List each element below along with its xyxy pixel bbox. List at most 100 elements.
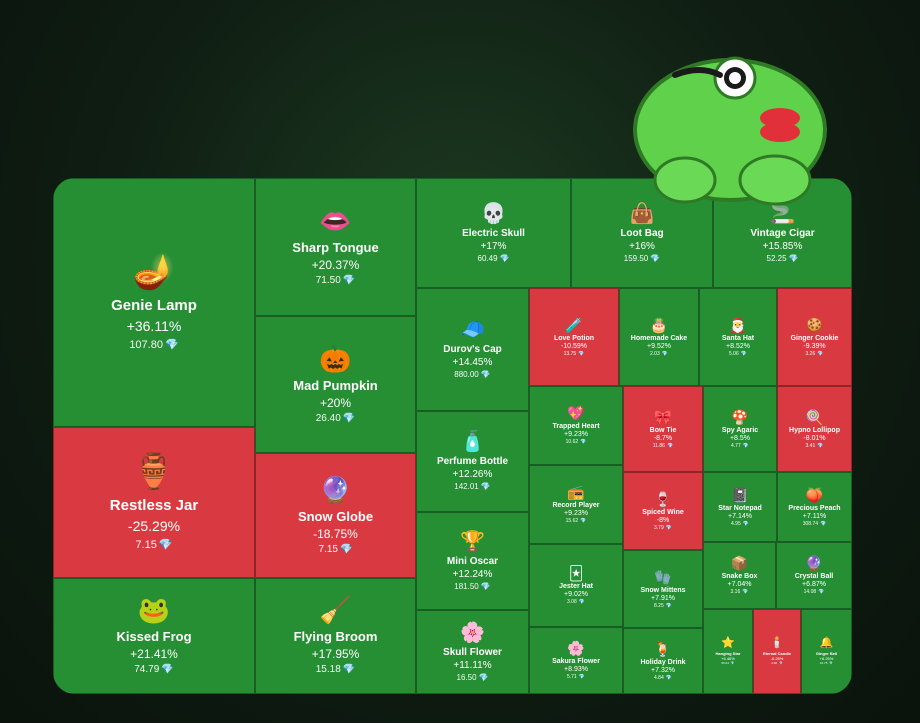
mini-oscar-icon: 🏆: [460, 530, 485, 553]
diamond-icon: 💎: [164, 338, 179, 351]
precious-peach-icon: 🍑: [805, 486, 824, 503]
tile-name: Skull Flower: [443, 646, 502, 658]
tile-ginger-bell[interactable]: 🔔 Ginger Bell +6.25% 16.75 💎: [801, 609, 852, 694]
tile-hypno-lollipop[interactable]: 🍭 Hypno Lollipop -8.01% 3.41 💎: [777, 386, 852, 472]
tile-price: 3.26 💎: [806, 351, 824, 357]
diamond-icon: 💎: [829, 661, 834, 665]
tile-price-value: 10.62: [565, 439, 579, 445]
tile-price: 2.03 💎: [650, 351, 668, 357]
diamond-icon: 💎: [578, 350, 585, 357]
snow-mittens-icon: 🧤: [654, 568, 672, 585]
hypno-lollipop-icon: 🍭: [805, 408, 824, 425]
electric-skull-icon: 💀: [481, 202, 506, 225]
tile-precious-peach[interactable]: 🍑 Precious Peach +7.11% 308.74 💎: [777, 472, 852, 542]
vintage-cigar-icon: 🚬: [770, 202, 795, 225]
tile-price: 7.15 💎: [319, 544, 353, 555]
tile-sharp-tongue[interactable]: 👄 Sharp Tongue +20.37% 71.50 💎: [255, 178, 416, 316]
tile-flying-broom[interactable]: 🧹 Flying Broom +17.95% 15.18 💎: [255, 578, 416, 694]
diamond-icon: 💎: [788, 253, 799, 263]
diamond-icon: 💎: [817, 350, 824, 357]
tile-snow-globe[interactable]: 🔮 Snow Globe -18.75% 7.15 💎: [255, 453, 416, 578]
mad-pumpkin-icon: 🎃: [319, 343, 352, 374]
tile-price: 3.41 💎: [806, 443, 824, 449]
tile-price-value: 3.26: [805, 350, 816, 357]
tile-change: +7.91%: [651, 594, 675, 602]
tile-change: -25.29%: [127, 517, 181, 534]
tile-durov-s-cap[interactable]: 🧢 Durov's Cap +14.45% 880.00 💎: [416, 288, 529, 411]
diamond-icon: 💎: [578, 674, 585, 680]
diamond-icon: 💎: [818, 589, 825, 595]
tile-restless-jar[interactable]: 🏺 Restless Jar -25.29% 7.15 💎: [53, 427, 255, 578]
ginger-bell-icon: 🔔: [819, 637, 834, 649]
tile-star-notepad[interactable]: 📓 Star Notepad +7.14% 4.95 💎: [703, 472, 777, 542]
tile-price: 16.75 💎: [820, 661, 833, 665]
tile-change: +9.23%: [564, 510, 588, 517]
tile-sakura-flower[interactable]: 🌸 Sakura Flower +8.93% 5.71 💎: [529, 627, 623, 694]
tile-name: Love Potion: [553, 334, 595, 342]
tile-perfume-bottle[interactable]: 🧴 Perfume Bottle +12.26% 142.01 💎: [416, 411, 529, 512]
tile-spy-agaric[interactable]: 🍄 Spy Agaric +8.5% 4.77 💎: [703, 386, 777, 472]
tile-price: 14.08 💎: [804, 589, 825, 595]
tile-price-value: 107.80: [129, 338, 163, 351]
tile-name: Restless Jar: [109, 496, 199, 514]
tile-bow-tie[interactable]: 🎀 Bow Tie -8.7% 11.86 💎: [623, 386, 703, 472]
tile-crystal-ball[interactable]: 🔮 Crystal Ball +6.87% 14.08 💎: [776, 542, 852, 609]
tile-price: 11.86 💎: [653, 443, 673, 449]
tile-price: 8.25 💎: [654, 603, 672, 609]
tile-price: 74.79 💎: [134, 664, 173, 675]
tile-change: -8%: [656, 516, 670, 524]
tile-snow-mittens[interactable]: 🧤 Snow Mittens +7.91% 8.25 💎: [623, 550, 703, 628]
tile-ginger-cookie[interactable]: 🍪 Ginger Cookie -9.39% 3.26 💎: [777, 288, 852, 386]
tile-name: Eternal Candle: [762, 651, 791, 656]
tile-price-value: 7.15: [135, 538, 157, 551]
tile-holiday-drink[interactable]: 🍹 Holiday Drink +7.32% 4.84 💎: [623, 628, 703, 694]
tile-snake-box[interactable]: 📦 Snake Box +7.04% 3.16 💎: [703, 542, 776, 609]
tile-homemade-cake[interactable]: 🎂 Homemade Cake +9.52% 2.03 💎: [619, 288, 699, 386]
diamond-icon: 💎: [161, 664, 174, 675]
tile-name: Mini Oscar: [446, 555, 499, 567]
tile-price-value: 7.15: [318, 543, 338, 555]
tile-name: Kissed Frog: [116, 629, 192, 644]
diamond-icon: 💎: [158, 538, 173, 551]
tile-price: 3.79 💎: [654, 525, 672, 531]
tile-name: Spy Agaric: [721, 426, 759, 434]
durov-s-cap-icon: 🧢: [460, 319, 485, 341]
tile-price: 10.62 💎: [566, 439, 587, 445]
tile-price-value: 13.75: [563, 350, 577, 357]
diamond-icon: 💎: [820, 520, 827, 527]
diamond-icon: 💎: [480, 370, 491, 379]
diamond-icon: 💎: [580, 518, 587, 524]
tile-change: +15.85%: [762, 240, 803, 252]
tile-santa-hat[interactable]: 🎅 Santa Hat +8.52% 5.06 💎: [699, 288, 777, 386]
diamond-icon: 💎: [499, 253, 510, 263]
diamond-icon: 💎: [665, 674, 672, 681]
tile-electric-skull[interactable]: 💀 Electric Skull +17% 60.49 💎: [416, 178, 571, 288]
tile-jester-hat[interactable]: 🃏 Jester Hat +9.02% 3.08 💎: [529, 544, 623, 627]
tile-change: +36.11%: [126, 317, 182, 334]
tile-kissed-frog[interactable]: 🐸 Kissed Frog +21.41% 74.79 💎: [53, 578, 255, 694]
tile-name: Durov's Cap: [443, 344, 502, 355]
tile-change: +11.11%: [453, 659, 492, 671]
tile-skull-flower[interactable]: 🌸 Skull Flower +11.11% 16.50 💎: [416, 610, 529, 694]
tile-love-potion[interactable]: 🧪 Love Potion -10.59% 13.75 💎: [529, 288, 619, 386]
tile-price-value: 5.06: [729, 350, 739, 357]
tile-genie-lamp[interactable]: 🪔 Genie Lamp +36.11% 107.80 💎: [53, 178, 255, 427]
tile-change: +9.23%: [564, 431, 588, 438]
diamond-icon: 💎: [730, 661, 735, 665]
tile-price-value: 142.01: [454, 482, 479, 491]
sakura-flower-icon: 🌸: [567, 640, 585, 656]
tile-spiced-wine[interactable]: 🍷 Spiced Wine -8% 3.79 💎: [623, 472, 703, 550]
diamond-icon: 💎: [665, 524, 672, 531]
tile-eternal-candle[interactable]: 🕯️ Eternal Candle -6.26% 4.60 💎: [753, 609, 801, 694]
tile-hanging-star[interactable]: ⭐ Hanging Star +6.46% 50.04 💎: [703, 609, 753, 694]
tile-price: 4.95 💎: [731, 521, 749, 527]
diamond-icon: 💎: [779, 661, 783, 665]
tile-record-player[interactable]: 📻 Record Player +9.23% 15.62 💎: [529, 465, 623, 544]
tile-change: -8.7%: [653, 434, 673, 442]
tile-trapped-heart[interactable]: 💖 Trapped Heart +9.23% 10.62 💎: [529, 386, 623, 465]
diamond-icon: 💎: [340, 543, 353, 555]
tile-mad-pumpkin[interactable]: 🎃 Mad Pumpkin +20% 26.40 💎: [255, 316, 416, 453]
diamond-icon: 💎: [580, 439, 587, 445]
diamond-icon: 💎: [740, 350, 747, 357]
tile-mini-oscar[interactable]: 🏆 Mini Oscar +12.24% 181.50 💎: [416, 512, 529, 610]
